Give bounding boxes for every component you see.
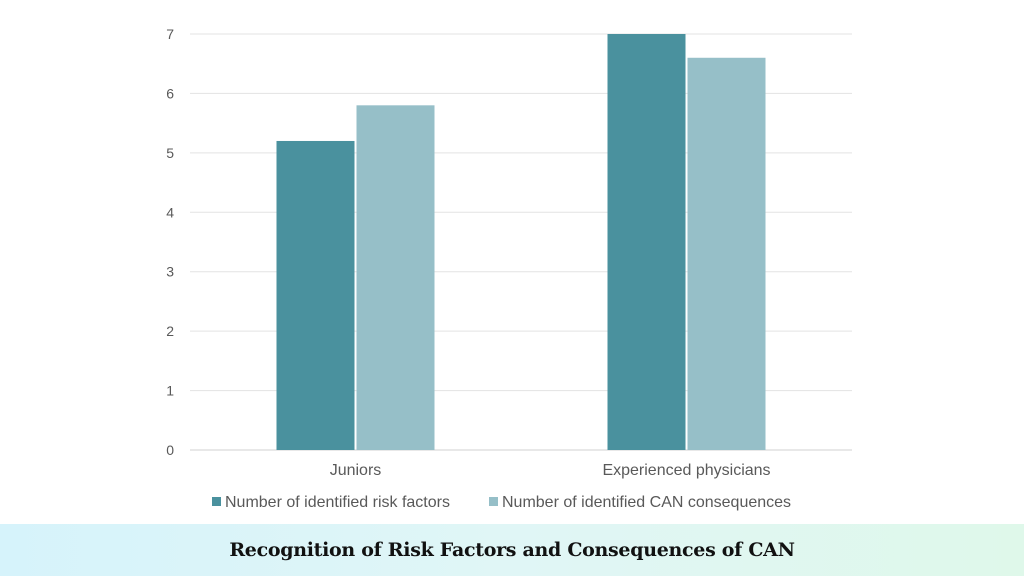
y-tick-label: 1: [166, 383, 174, 399]
y-tick-label: 5: [166, 145, 174, 161]
x-category-label: Experienced physicians: [602, 462, 770, 479]
y-tick-label: 4: [166, 204, 174, 220]
bar-can-consequences: [687, 57, 766, 451]
y-tick-label: 0: [166, 442, 174, 458]
y-tick-label: 6: [166, 85, 174, 101]
bar-chart: 0 1 2 3 4 5 6 7 Juniors Experienced physicians N…: [166, 26, 852, 511]
bar-can-consequences: [356, 105, 435, 451]
y-tick-label: 7: [166, 26, 174, 42]
bar-risk-factors: [276, 140, 355, 450]
legend-label: Number of identified risk factors: [225, 494, 450, 511]
legend-swatch: [212, 497, 221, 506]
legend-label: Number of identified CAN consequences: [502, 494, 791, 511]
legend-swatch: [489, 497, 498, 506]
y-axis-ticks: 0 1 2 3 4 5 6 7: [166, 26, 174, 458]
bars: [276, 34, 766, 451]
footer-banner: Recognition of Risk Factors and Conseque…: [0, 524, 1024, 576]
y-tick-label: 2: [166, 323, 174, 339]
slide-title: Recognition of Risk Factors and Conseque…: [229, 539, 795, 561]
x-category-label: Juniors: [330, 462, 382, 479]
bar-risk-factors: [607, 34, 686, 450]
x-axis-categories: Juniors Experienced physicians: [330, 462, 771, 479]
y-tick-label: 3: [166, 264, 174, 280]
legend: Number of identified risk factors Number …: [212, 494, 791, 511]
